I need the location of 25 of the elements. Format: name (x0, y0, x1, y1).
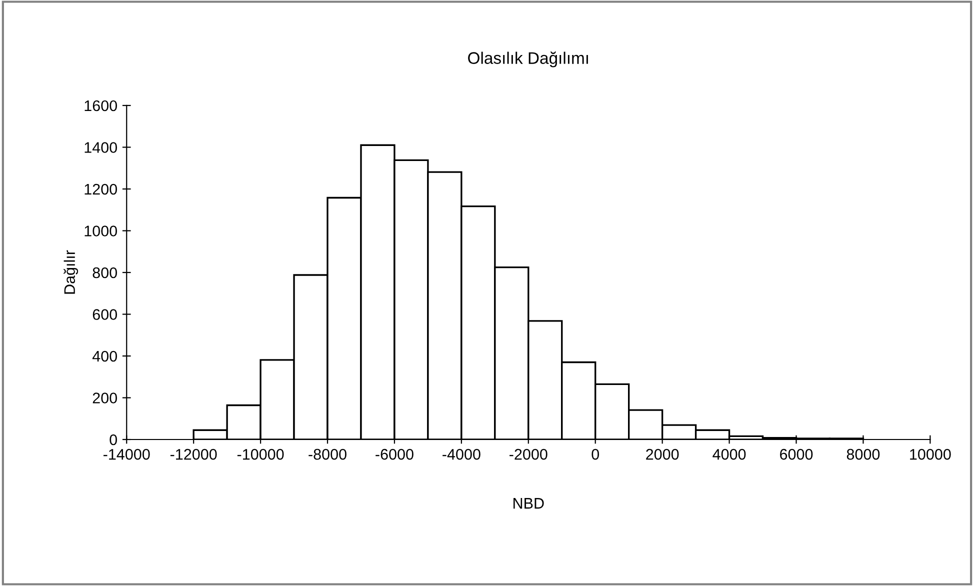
x-tick-label: -10000 (237, 448, 284, 460)
y-tick-label: 1600 (84, 100, 117, 112)
y-tick-label: 1000 (84, 226, 117, 236)
x-tick-label: 2000 (646, 448, 679, 460)
x-tick-label: -6000 (376, 448, 414, 460)
x-tick-label: -12000 (170, 448, 217, 460)
x-tick-label: -2000 (510, 448, 548, 460)
x-tick-label: 6000 (780, 448, 813, 460)
y-tick-label: 200 (92, 392, 117, 404)
y-tick-label: 0 (110, 434, 117, 446)
x-tick-label: -14000 (104, 448, 150, 460)
y-axis-title: Dağılır (64, 250, 78, 294)
chart-title: Olasılık Dağılımı (468, 52, 588, 68)
y-tick-label: 600 (92, 309, 117, 320)
x-tick-label: 10000 (910, 448, 951, 460)
x-tick-label: 8000 (846, 448, 880, 460)
y-tick-label: 400 (92, 350, 117, 362)
y-tick-label: 1400 (84, 142, 117, 153)
x-axis-title: NBD (514, 498, 544, 509)
x-tick-label: -8000 (308, 448, 346, 460)
y-tick-label: 800 (92, 267, 117, 278)
y-tick-label: 1200 (84, 184, 117, 195)
x-tick-label: 4000 (712, 448, 746, 460)
x-tick-label: 0 (592, 448, 600, 460)
x-tick-label: -4000 (442, 448, 480, 460)
